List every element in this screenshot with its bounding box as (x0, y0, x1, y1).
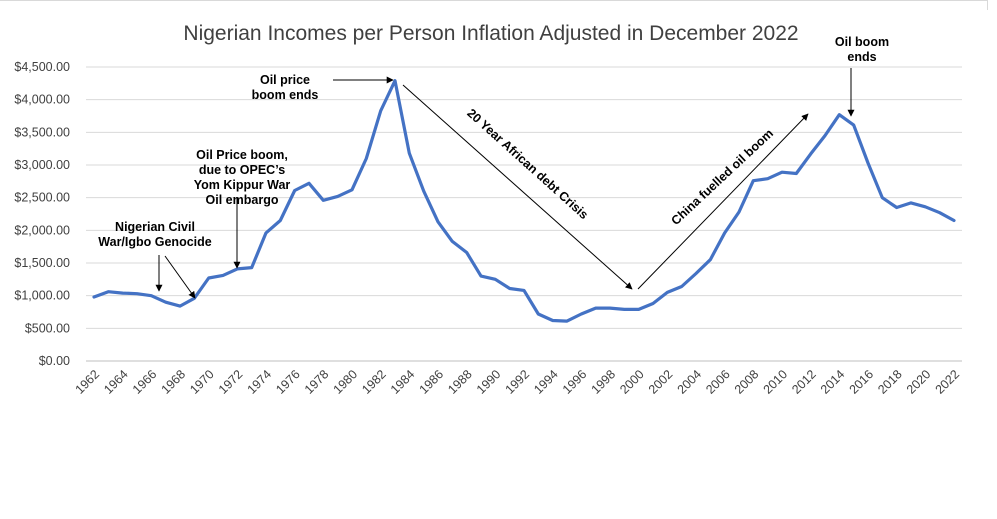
x-tick-label: 2014 (818, 367, 848, 397)
x-tick-label: 1984 (388, 367, 418, 397)
x-tick-label: 2012 (789, 367, 819, 397)
x-tick-label: 1982 (359, 367, 389, 397)
x-tick-label: 1968 (159, 367, 189, 397)
sheet-border-top (0, 0, 988, 1)
annotation-debt-crisis: 20 Year African debt Crisis (464, 106, 591, 222)
annotation-text-line: Yom Kippur War (194, 178, 291, 192)
y-tick-label: $4,500.00 (14, 60, 70, 74)
annotation-arrows (155, 68, 855, 299)
x-tick-label: 1970 (187, 367, 217, 397)
x-tick-label: 1972 (216, 367, 246, 397)
annotation-text-line: Nigerian Civil (115, 220, 195, 234)
x-tick-label: 1996 (560, 367, 590, 397)
annotation-text-line: China fuelled oil boom (668, 126, 776, 228)
x-tick-label: 1978 (302, 367, 332, 397)
y-tick-label: $2,500.00 (14, 191, 70, 205)
x-tick-label: 1990 (474, 367, 504, 397)
x-tick-label: 2004 (675, 367, 705, 397)
annotation-text-line: Oil boom (835, 35, 889, 49)
y-tick-label: $500.00 (25, 321, 70, 335)
annotation-text-line: Oil price (260, 73, 310, 87)
x-tick-label: 1964 (101, 367, 131, 397)
gridlines (86, 66, 962, 362)
x-tick-label: 1998 (589, 367, 619, 397)
x-tick-label: 1994 (531, 367, 561, 397)
annotation-text-line: War/Igbo Genocide (98, 235, 211, 249)
x-tick-label: 2008 (732, 367, 762, 397)
annotation-text-line: 20 Year African debt Crisis (464, 106, 591, 222)
x-tick-label: 2006 (703, 367, 733, 397)
annotation-text-line: Oil Price boom, (196, 148, 288, 162)
x-tick-label: 2002 (646, 367, 676, 397)
y-tick-label: $3,000.00 (14, 158, 70, 172)
income-series-line (92, 79, 956, 323)
annotation-text-line: due to OPEC’s (199, 163, 285, 177)
x-tick-label: 2000 (617, 367, 647, 397)
annotation-text-line: boom ends (252, 88, 319, 102)
x-tick-label: 2018 (875, 367, 905, 397)
x-tick-label: 2010 (761, 367, 791, 397)
x-tick-label: 1988 (445, 367, 475, 397)
y-axis-tick-labels: $0.00 $500.00 $1,000.00 $1,500.00 $2,000.00 $… (14, 60, 70, 368)
annotation-arrow (402, 84, 633, 290)
chart-title: Nigerian Incomes per Person Inflation Ad… (183, 22, 798, 45)
sheet-border-right (987, 0, 988, 10)
x-tick-label: 1980 (331, 367, 361, 397)
x-tick-label: 2022 (933, 367, 963, 397)
x-tick-label: 2020 (904, 367, 934, 397)
y-tick-label: $1,000.00 (14, 289, 70, 303)
annotation-arrow (164, 255, 196, 299)
annotation-china: China fuelled oil boom (668, 126, 776, 228)
x-tick-label: 2016 (847, 367, 877, 397)
x-tick-label: 1962 (73, 367, 103, 397)
x-tick-label: 1966 (130, 367, 160, 397)
x-tick-label: 1986 (417, 367, 447, 397)
annotation-arrow (637, 113, 809, 290)
x-tick-label: 1974 (245, 367, 275, 397)
x-tick-label: 1992 (503, 367, 533, 397)
y-tick-label: $0.00 (39, 354, 70, 368)
y-tick-label: $4,000.00 (14, 93, 70, 107)
x-tick-label: 1976 (273, 367, 303, 397)
y-tick-label: $3,500.00 (14, 125, 70, 139)
x-axis-tick-labels: 1962 1964 1966 1968 1970 1972 1974 1976 1978 1980… (73, 367, 963, 397)
y-tick-label: $1,500.00 (14, 256, 70, 270)
annotation-text-line: ends (847, 50, 876, 64)
y-tick-label: $2,000.00 (14, 223, 70, 237)
annotation-text-line: Oil embargo (206, 193, 279, 207)
